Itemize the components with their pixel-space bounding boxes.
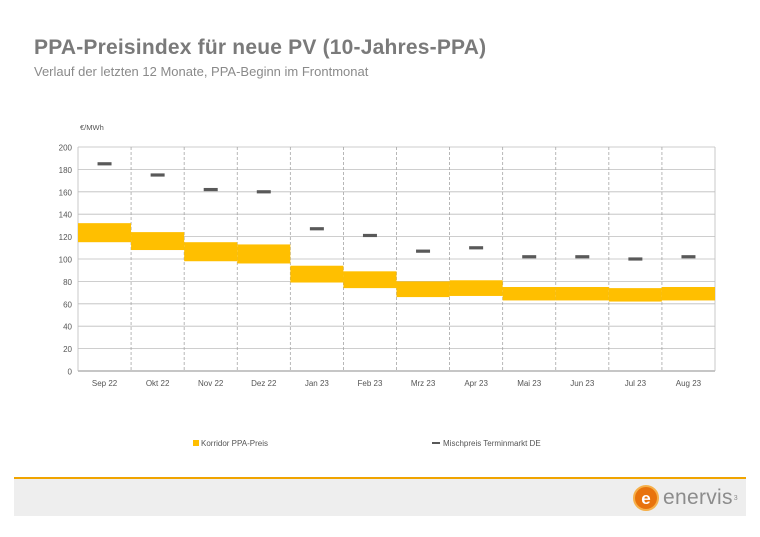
y-tick-label: 160 [59, 188, 73, 197]
x-tick-label: Apr 23 [464, 379, 488, 388]
x-tick-label: Sep 22 [92, 379, 118, 388]
y-tick-label: 140 [59, 211, 73, 220]
market-price-marker [150, 173, 165, 177]
corridor-bar [449, 280, 503, 296]
corridor-bar [290, 265, 344, 283]
corridor-bar [78, 223, 132, 243]
market-price-marker [469, 246, 484, 250]
y-tick-label: 60 [63, 300, 72, 309]
logo-superscript: 3 [733, 494, 738, 502]
y-axis-label: €/MWh [80, 123, 104, 132]
x-tick-label: Mai 23 [517, 379, 542, 388]
y-tick-label: 200 [59, 144, 73, 153]
legend-corridor-swatch [193, 440, 199, 446]
legend-corridor-label: Korridor PPA-Preis [201, 439, 268, 448]
legend-market-swatch [432, 442, 440, 444]
chart-title: PPA-Preisindex für neue PV (10-Jahres-PP… [34, 36, 487, 59]
logo-mark: e [633, 485, 659, 511]
corridor-bar [131, 232, 185, 251]
market-price-marker [628, 257, 643, 261]
y-tick-label: 20 [63, 345, 72, 354]
y-tick-label: 80 [63, 278, 72, 287]
corridor-bar [502, 287, 556, 301]
x-tick-label: Mrz 23 [411, 379, 436, 388]
x-tick-label: Jun 23 [570, 379, 595, 388]
x-tick-label: Okt 22 [146, 379, 170, 388]
x-tick-label: Aug 23 [676, 379, 702, 388]
enervis-logo: e enervis 3 [633, 483, 738, 513]
y-tick-label: 180 [59, 166, 73, 175]
corridor-bar [343, 271, 397, 289]
corridor-bar [608, 288, 662, 302]
market-price-marker [97, 162, 112, 166]
y-tick-label: 0 [68, 368, 73, 377]
x-tick-label: Nov 22 [198, 379, 224, 388]
corridor-bar [555, 287, 609, 301]
x-tick-label: Jul 23 [625, 379, 647, 388]
x-tick-label: Dez 22 [251, 379, 277, 388]
legend-market-label: Mischpreis Terminmarkt DE [443, 439, 541, 448]
x-tick-label: Jan 23 [305, 379, 330, 388]
market-price-marker [416, 249, 431, 253]
market-price-marker [522, 255, 537, 259]
market-price-marker [203, 187, 218, 192]
market-price-marker [575, 255, 590, 259]
market-price-marker [681, 255, 696, 259]
y-tick-label: 40 [63, 323, 72, 332]
footer-bar [14, 477, 746, 516]
corridor-bar [184, 242, 238, 262]
y-tick-label: 100 [59, 256, 73, 265]
logo-text: enervis [663, 486, 733, 509]
y-tick-label: 120 [59, 233, 73, 242]
corridor-bar [237, 244, 291, 264]
chart-subtitle: Verlauf der letzten 12 Monate, PPA-Begin… [34, 64, 369, 79]
market-price-marker [256, 190, 271, 194]
corridor-bar [661, 287, 715, 301]
corridor-bar [396, 281, 450, 298]
market-price-marker [309, 227, 324, 231]
market-price-marker [362, 233, 377, 238]
x-tick-label: Feb 23 [358, 379, 383, 388]
